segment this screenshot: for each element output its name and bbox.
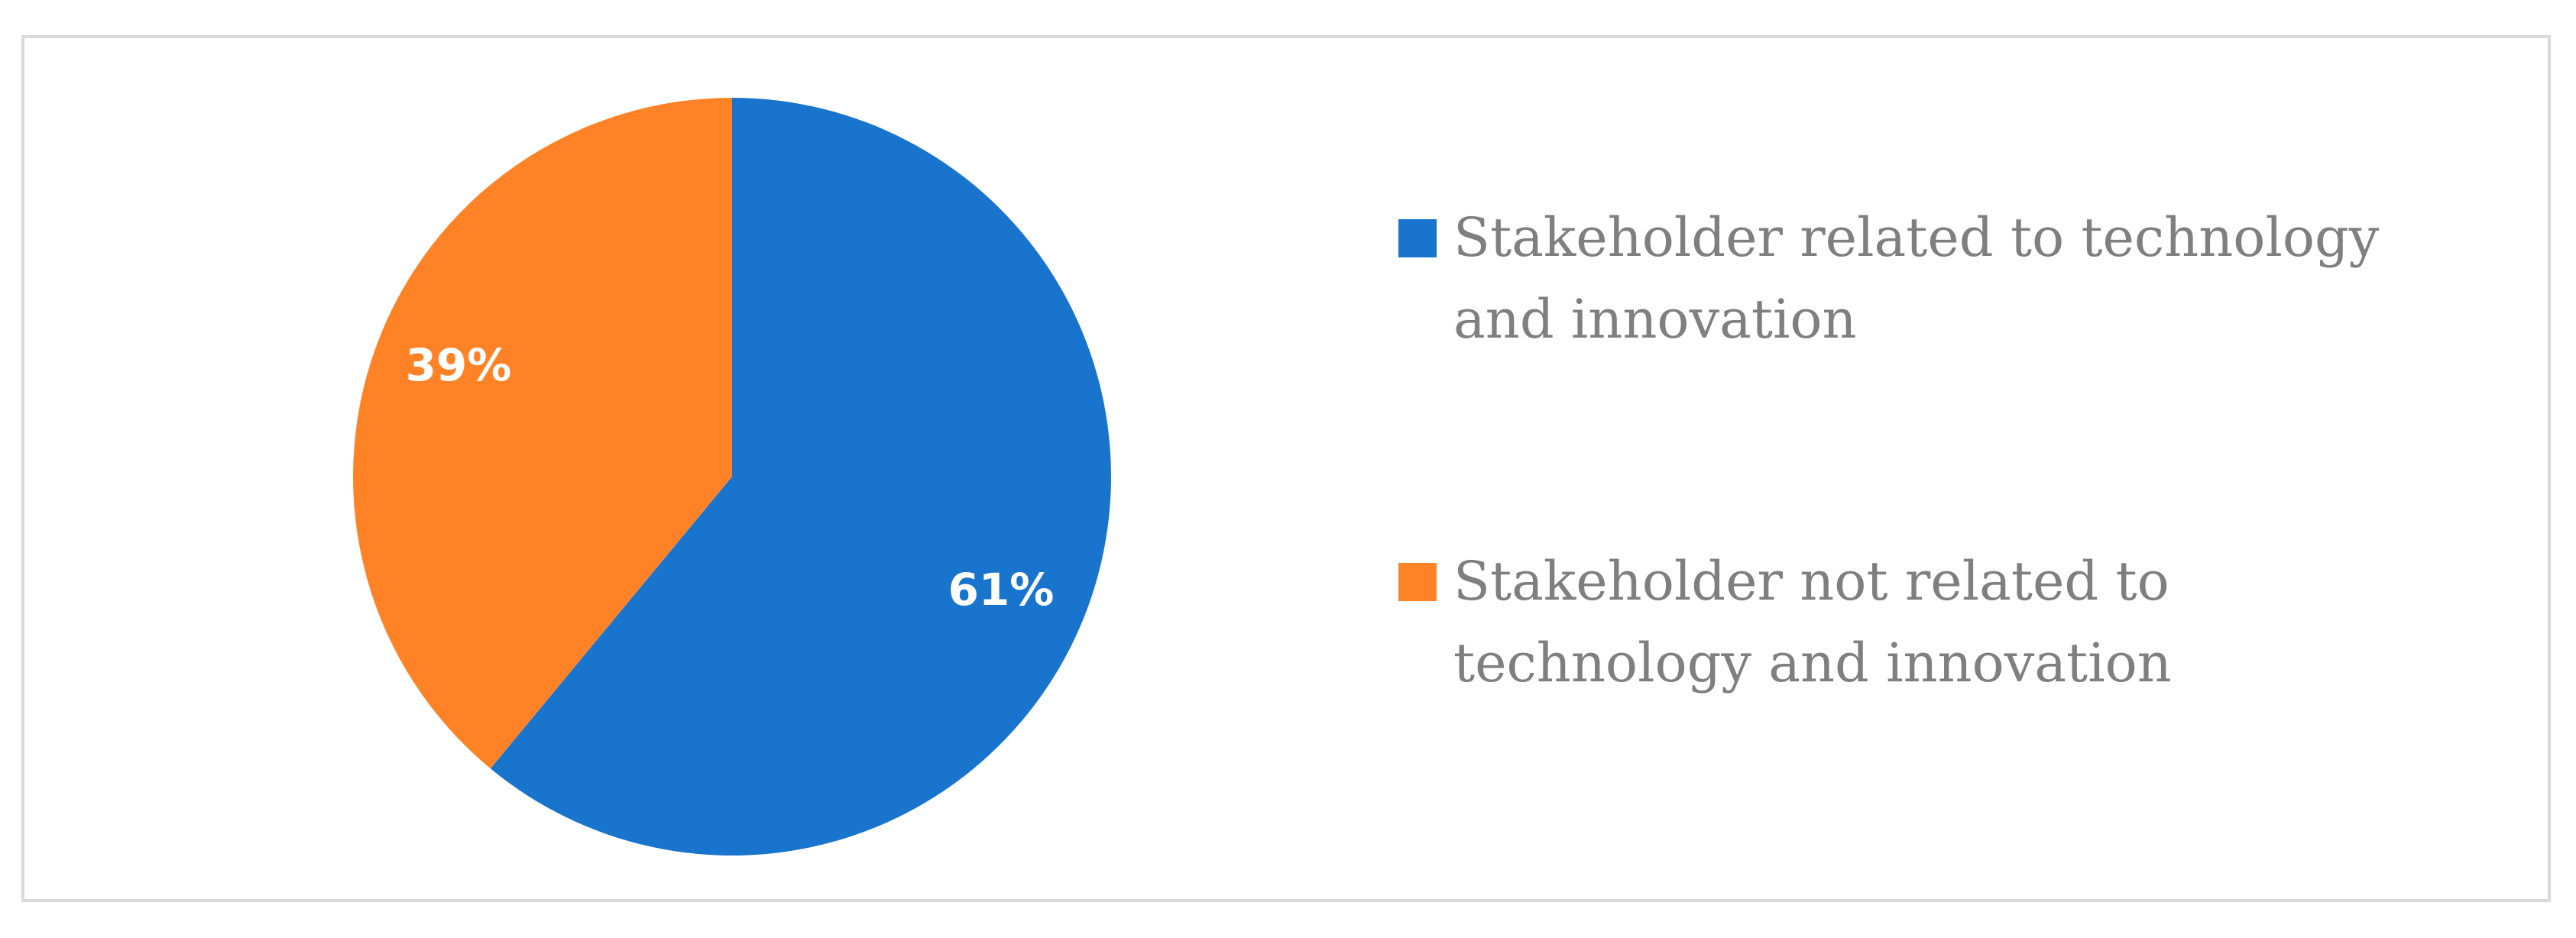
pie-slice-not-related	[353, 98, 732, 769]
legend-item-not-related: Stakeholder not related to technology an…	[1392, 541, 2462, 704]
pie-chart: 61% 39%	[353, 98, 1112, 856]
legend-label-not-related: Stakeholder not related to technology an…	[1453, 550, 2172, 694]
legend-swatch-related	[1398, 219, 1437, 257]
legend-swatch-not-related	[1398, 563, 1437, 601]
legend-item-related: Stakeholder related to technology and in…	[1392, 197, 2462, 361]
chart-frame: 61% 39% Stakeholder related to technology…	[21, 35, 2551, 902]
legend: Stakeholder related to technology and in…	[1392, 197, 2462, 704]
legend-label-related: Stakeholder related to technology and in…	[1453, 206, 2380, 351]
data-label-not-related: 39%	[406, 339, 512, 391]
data-label-related: 61%	[948, 564, 1055, 616]
pie-slice-related	[490, 98, 1112, 856]
